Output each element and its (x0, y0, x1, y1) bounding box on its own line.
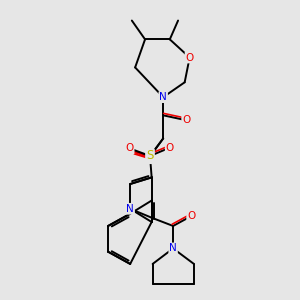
Text: N: N (126, 204, 134, 214)
Text: O: O (185, 52, 194, 62)
Text: N: N (169, 243, 177, 254)
Text: O: O (182, 115, 190, 125)
Text: O: O (187, 211, 195, 221)
Text: S: S (146, 150, 154, 163)
Text: N: N (159, 92, 167, 102)
Text: S: S (146, 149, 154, 162)
Text: O: O (124, 145, 133, 155)
Text: O: O (166, 143, 174, 153)
Text: O: O (125, 143, 134, 153)
